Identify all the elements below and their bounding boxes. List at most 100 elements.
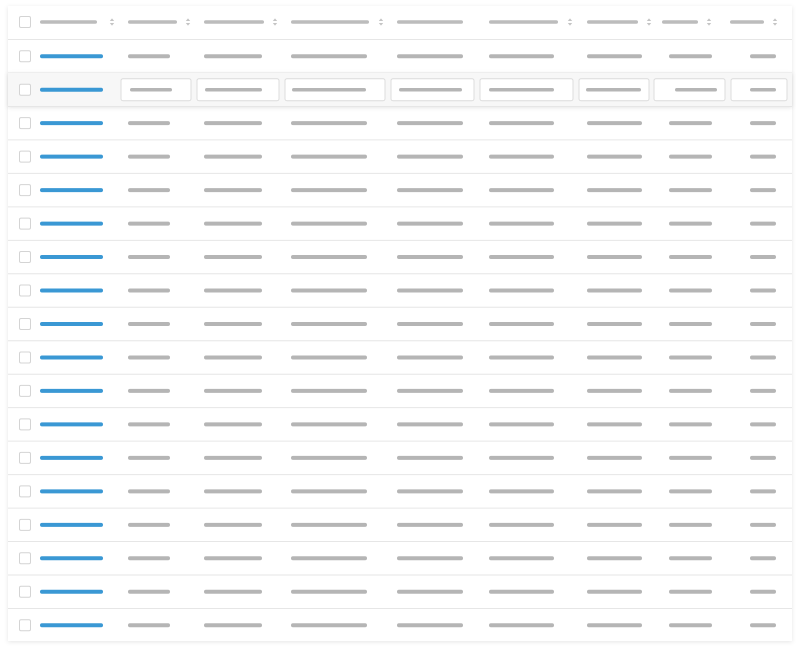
cell-placeholder xyxy=(750,221,776,226)
cell-placeholder xyxy=(489,589,554,594)
link-placeholder[interactable] xyxy=(40,355,103,360)
checkbox[interactable] xyxy=(19,217,31,230)
link-placeholder[interactable] xyxy=(40,288,103,293)
cell-placeholder xyxy=(204,255,262,260)
link-placeholder[interactable] xyxy=(40,489,103,494)
cell-placeholder xyxy=(291,422,367,427)
checkbox[interactable] xyxy=(19,351,31,364)
input-placeholder xyxy=(750,87,776,92)
cell-placeholder xyxy=(669,355,712,360)
cell-placeholder xyxy=(489,154,554,159)
cell-placeholder xyxy=(669,321,712,326)
sort-icon[interactable] xyxy=(706,18,712,26)
cell-placeholder xyxy=(128,188,170,193)
checkbox[interactable] xyxy=(19,317,31,330)
cell-placeholder xyxy=(669,422,712,427)
cell-placeholder xyxy=(204,455,262,460)
link-placeholder[interactable] xyxy=(40,623,103,628)
link-placeholder[interactable] xyxy=(40,121,103,126)
header-placeholder xyxy=(397,20,463,24)
cell-placeholder xyxy=(750,321,776,326)
cell-placeholder xyxy=(397,321,463,326)
sort-icon[interactable] xyxy=(109,18,115,26)
cell-placeholder xyxy=(128,556,170,561)
link-placeholder[interactable] xyxy=(40,188,103,193)
cell-placeholder xyxy=(587,288,642,293)
sort-icon[interactable] xyxy=(646,18,652,26)
checkbox[interactable] xyxy=(19,451,31,464)
cell-placeholder xyxy=(291,221,367,226)
checkbox[interactable] xyxy=(19,585,31,598)
link-placeholder[interactable] xyxy=(40,221,103,226)
cell-placeholder xyxy=(669,188,712,193)
cell-placeholder xyxy=(204,589,262,594)
cell-placeholder xyxy=(397,355,463,360)
sort-icon[interactable] xyxy=(567,18,573,26)
cell-placeholder xyxy=(669,121,712,126)
checkbox[interactable] xyxy=(19,619,31,632)
link-placeholder[interactable] xyxy=(40,54,103,59)
cell-placeholder xyxy=(204,522,262,527)
checkbox[interactable] xyxy=(19,518,31,531)
cell-placeholder xyxy=(587,522,642,527)
cell-placeholder xyxy=(128,288,170,293)
cell-placeholder xyxy=(397,221,463,226)
checkbox[interactable] xyxy=(19,150,31,163)
checkbox[interactable] xyxy=(19,384,31,397)
cell-placeholder xyxy=(489,221,554,226)
cell-placeholder xyxy=(489,121,554,126)
cell-placeholder xyxy=(204,355,262,360)
cell-placeholder xyxy=(587,388,642,393)
cell-placeholder xyxy=(669,288,712,293)
link-placeholder[interactable] xyxy=(40,388,103,393)
link-placeholder[interactable] xyxy=(40,154,103,159)
cell-placeholder xyxy=(750,422,776,427)
cell-placeholder xyxy=(397,388,463,393)
sort-icon[interactable] xyxy=(185,18,191,26)
checkbox[interactable] xyxy=(19,485,31,498)
checkbox[interactable] xyxy=(19,83,31,96)
cell-placeholder xyxy=(128,589,170,594)
checkbox[interactable] xyxy=(19,284,31,297)
cell-placeholder xyxy=(489,455,554,460)
cell-placeholder xyxy=(669,221,712,226)
checkbox[interactable] xyxy=(19,184,31,197)
link-placeholder[interactable] xyxy=(40,422,103,427)
sort-icon[interactable] xyxy=(272,18,278,26)
header-placeholder xyxy=(489,20,558,24)
link-placeholder[interactable] xyxy=(40,255,103,260)
cell-placeholder xyxy=(750,54,776,59)
cell-placeholder xyxy=(291,121,367,126)
cell-placeholder xyxy=(587,489,642,494)
cell-placeholder xyxy=(291,455,367,460)
cell-placeholder xyxy=(291,255,367,260)
cell-placeholder xyxy=(204,221,262,226)
input-placeholder xyxy=(292,87,366,92)
checkbox[interactable] xyxy=(19,418,31,431)
cell-placeholder xyxy=(397,54,463,59)
cell-placeholder xyxy=(128,623,170,628)
sort-icon[interactable] xyxy=(378,18,384,26)
checkbox[interactable] xyxy=(19,251,31,264)
cell-placeholder xyxy=(669,388,712,393)
checkbox[interactable] xyxy=(19,117,31,130)
link-placeholder[interactable] xyxy=(40,455,103,460)
sort-icon[interactable] xyxy=(772,18,778,26)
cell-placeholder xyxy=(397,455,463,460)
cell-placeholder xyxy=(750,255,776,260)
cell-placeholder xyxy=(587,589,642,594)
cell-placeholder xyxy=(128,455,170,460)
checkbox[interactable] xyxy=(19,16,31,28)
link-placeholder[interactable] xyxy=(40,321,103,326)
cell-placeholder xyxy=(397,489,463,494)
checkbox[interactable] xyxy=(19,50,31,63)
cell-placeholder xyxy=(397,422,463,427)
link-placeholder[interactable] xyxy=(40,589,103,594)
cell-placeholder xyxy=(587,623,642,628)
checkbox[interactable] xyxy=(19,552,31,565)
cell-placeholder xyxy=(128,422,170,427)
link-placeholder[interactable] xyxy=(40,556,103,561)
cell-placeholder xyxy=(291,388,367,393)
link-placeholder[interactable] xyxy=(40,522,103,527)
